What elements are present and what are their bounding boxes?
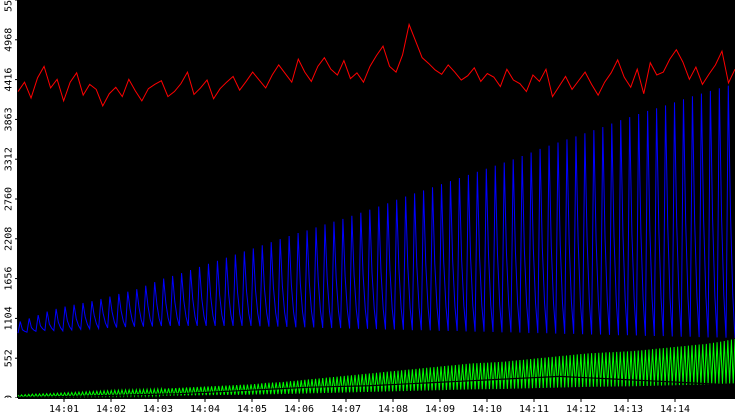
x-tick-label: 14:08 xyxy=(378,404,408,415)
x-tick-label: 14:09 xyxy=(425,404,455,415)
y-tick-label: 1104 xyxy=(4,306,15,330)
series-red-line xyxy=(17,22,735,108)
y-tick-label: 3312 xyxy=(4,147,15,171)
y-axis: 0552110416562208276033123863441649685520 xyxy=(0,0,18,415)
x-tick-label: 14:06 xyxy=(284,404,314,415)
x-tick-label: 14:04 xyxy=(190,404,220,415)
y-tick-label: 4968 xyxy=(4,28,15,52)
y-tick-label: 4416 xyxy=(4,68,15,92)
x-tick-label: 14:13 xyxy=(613,404,643,415)
x-tick-label: 14:12 xyxy=(566,404,596,415)
y-tick-label: 552 xyxy=(4,349,15,367)
y-tick-label: 2760 xyxy=(4,187,15,211)
x-tick-label: 14:10 xyxy=(472,404,502,415)
x-tick-label: 14:11 xyxy=(519,404,549,415)
x-axis-strip xyxy=(0,398,735,415)
y-tick-label: 3863 xyxy=(4,107,15,131)
y-tick-label: 5520 xyxy=(4,0,15,12)
plot-area xyxy=(17,22,735,399)
y-tick-label: 2208 xyxy=(4,227,15,251)
x-tick-label: 14:01 xyxy=(49,404,79,415)
x-axis: 14:01 14:02 14:03 14:04 14:05 14:06 14:07 14:08… xyxy=(0,398,735,415)
x-tick-label: 14:14 xyxy=(660,404,690,415)
series-green-line xyxy=(17,338,735,399)
x-tick-label: 14:02 xyxy=(96,404,126,415)
series-blue-line xyxy=(17,85,735,339)
x-tick-label: 14:03 xyxy=(143,404,173,415)
y-axis-strip xyxy=(0,0,17,415)
x-tick-label: 14:07 xyxy=(331,404,361,415)
y-tick-label: 1656 xyxy=(4,267,15,291)
series-black-line xyxy=(17,375,735,398)
x-tick-label: 14:05 xyxy=(237,404,267,415)
